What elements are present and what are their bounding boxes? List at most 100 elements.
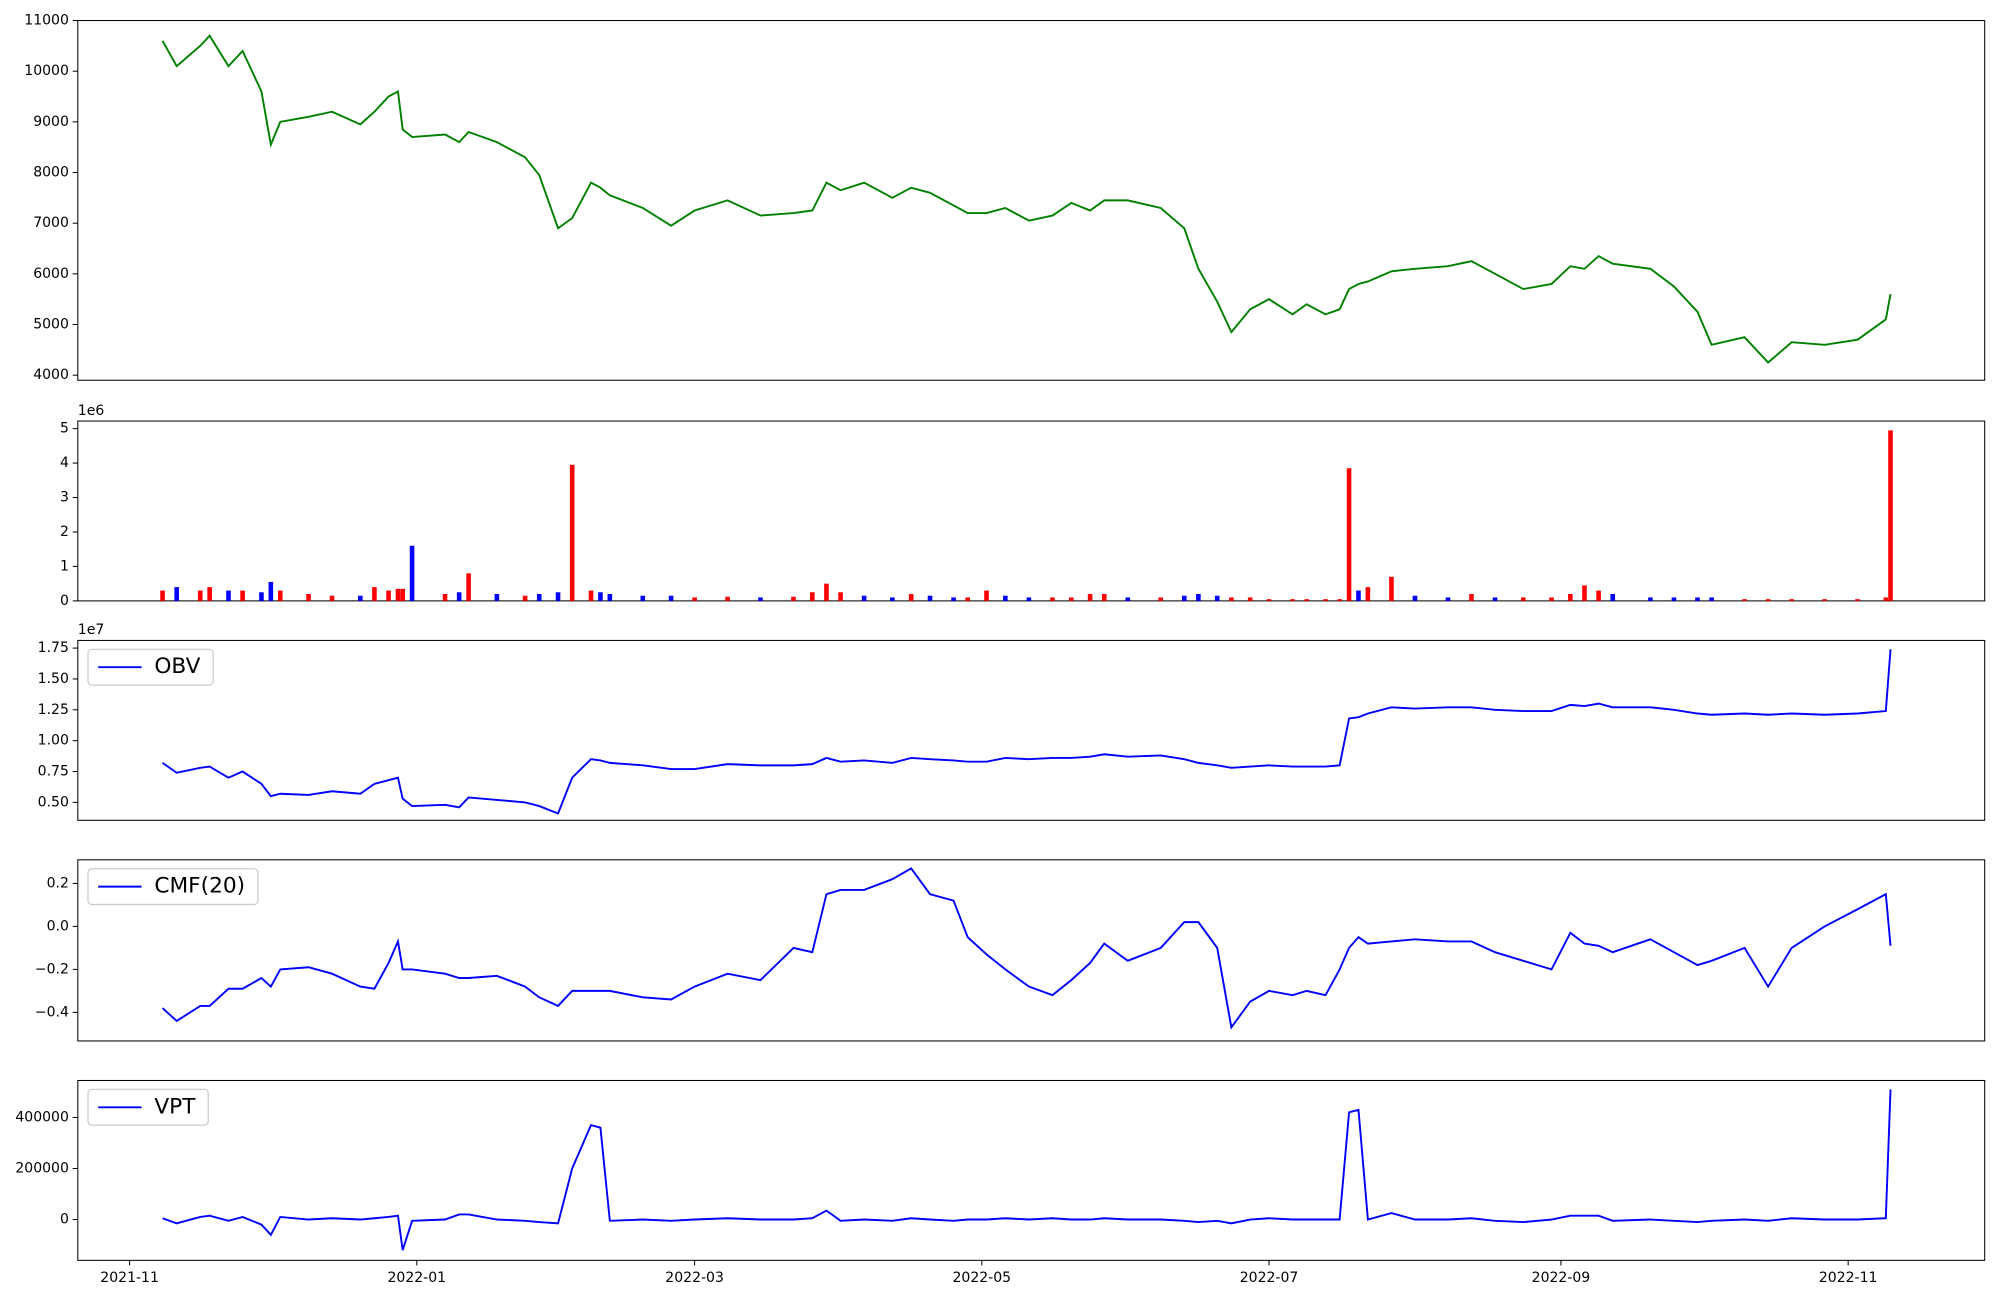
bar — [1549, 597, 1554, 601]
legend-box — [87, 648, 214, 686]
bar — [1765, 599, 1771, 601]
plot-area — [77, 859, 1986, 1042]
bar — [1709, 597, 1714, 601]
y-tick-label: 0 — [60, 1212, 69, 1228]
bar — [791, 596, 796, 601]
bar — [329, 595, 335, 601]
y-tick-label: 400000 — [15, 1109, 69, 1125]
line-series — [162, 1089, 1892, 1251]
y-tick-label: 1.75 — [38, 640, 69, 656]
bar — [861, 595, 867, 601]
bar — [409, 545, 415, 601]
bar — [240, 590, 245, 601]
x-tick-label: 2022-07 — [1240, 1270, 1299, 1286]
bar — [1648, 597, 1653, 601]
y-tick-label: 0 — [60, 593, 69, 609]
bar — [1492, 597, 1498, 601]
bar — [1789, 599, 1794, 601]
bar — [908, 594, 914, 601]
bar — [1068, 597, 1074, 601]
bar — [927, 595, 933, 601]
plot-area — [77, 1079, 1986, 1261]
bar — [1181, 595, 1187, 601]
bar — [207, 587, 212, 601]
bar — [466, 573, 471, 601]
bar — [1365, 587, 1371, 601]
y-tick-label: 3 — [60, 490, 69, 506]
x-tick-label: 2021-11 — [100, 1270, 159, 1286]
bar — [174, 587, 179, 601]
bar — [226, 590, 231, 601]
bar — [259, 592, 264, 601]
bar — [1125, 597, 1131, 601]
y-tick-label: 1.50 — [38, 671, 69, 687]
bar — [555, 592, 561, 601]
bar — [1026, 597, 1032, 601]
bar — [1469, 594, 1474, 601]
bar — [395, 588, 401, 601]
legend-box — [87, 868, 259, 906]
bar — [1101, 594, 1107, 601]
line-series — [162, 649, 1892, 815]
bar — [1247, 597, 1253, 601]
bar — [1356, 590, 1361, 601]
x-tick-label: 2022-05 — [953, 1270, 1012, 1286]
bar — [1323, 599, 1328, 601]
bar — [536, 594, 542, 601]
bar — [306, 594, 311, 601]
plot-area — [77, 420, 1986, 602]
bar — [386, 590, 391, 601]
x-tick-label: 2022-11 — [1819, 1270, 1878, 1286]
bar — [1596, 590, 1601, 601]
y-tick-label: 1.00 — [38, 733, 69, 749]
bar — [668, 595, 674, 601]
bar — [1412, 595, 1418, 601]
bar — [1582, 585, 1587, 601]
bar — [1050, 597, 1055, 601]
plot-area — [77, 639, 1986, 821]
y-tick-label: 0.50 — [38, 794, 69, 810]
bar — [1671, 597, 1677, 601]
bar — [598, 592, 603, 601]
y-tick-label: 0.75 — [38, 764, 69, 780]
bar — [607, 594, 613, 601]
bar — [1568, 594, 1573, 601]
x-tick-label: 2022-03 — [665, 1270, 724, 1286]
bar — [456, 592, 462, 601]
bar — [569, 464, 575, 601]
y-tick-label: −0.2 — [35, 961, 69, 977]
legend: VPT — [87, 1088, 209, 1126]
bar — [588, 590, 594, 601]
bar — [838, 592, 843, 601]
bar — [400, 588, 405, 601]
plot-area — [77, 20, 1986, 381]
legend-label: VPT — [154, 1094, 196, 1119]
bar — [1822, 599, 1827, 601]
bar — [1214, 595, 1220, 601]
bar — [1855, 599, 1860, 601]
bar — [965, 597, 970, 601]
bar — [372, 587, 377, 601]
bar — [494, 594, 500, 601]
y-tick-label: 10000 — [24, 63, 69, 79]
y-tick-label: 0.0 — [47, 918, 69, 934]
bar — [758, 597, 763, 601]
bar — [1003, 595, 1008, 601]
y-tick-label: 5000 — [33, 317, 69, 333]
legend-box — [87, 1088, 209, 1126]
axis-offset-label: 1e7 — [78, 622, 104, 638]
x-tick-label: 2022-09 — [1532, 1270, 1591, 1286]
y-tick-label: 1.25 — [38, 702, 69, 718]
legend: CMF(20) — [87, 868, 259, 906]
bar — [692, 597, 697, 601]
legend: OBV — [87, 648, 214, 686]
legend-label: OBV — [154, 654, 200, 679]
bar — [810, 592, 815, 601]
legend-label: CMF(20) — [154, 874, 245, 899]
y-tick-label: 1 — [60, 558, 69, 574]
line-series — [161, 34, 1892, 364]
bar — [951, 597, 956, 601]
bar — [824, 583, 829, 601]
